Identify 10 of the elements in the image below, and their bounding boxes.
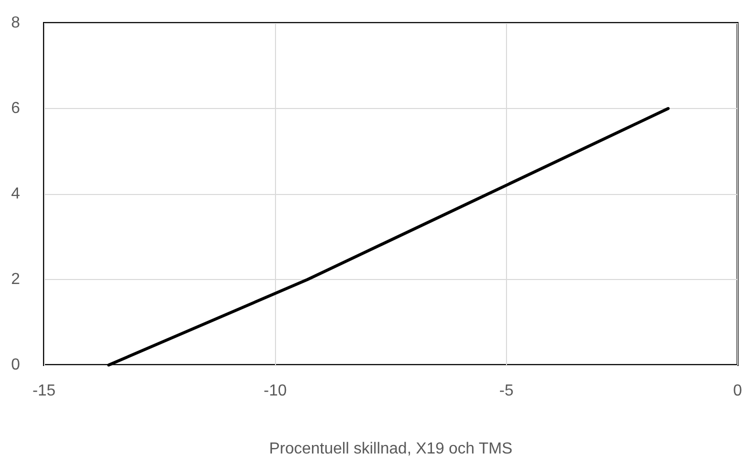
x-tick-label: -5 [499,382,514,400]
y-tick-label: 0 [11,356,20,374]
y-tick-label: 8 [11,14,20,32]
y-tick-label: 6 [11,100,20,117]
y-tick-label: 4 [11,186,20,202]
x-axis-title: Procentuell skillnad, X19 och TMS [269,440,512,458]
y-tick-label: 2 [11,271,20,288]
x-tick-label: 0 [733,382,742,400]
x-tick-label: -15 [32,382,56,400]
x-tick-label: -10 [264,382,287,400]
